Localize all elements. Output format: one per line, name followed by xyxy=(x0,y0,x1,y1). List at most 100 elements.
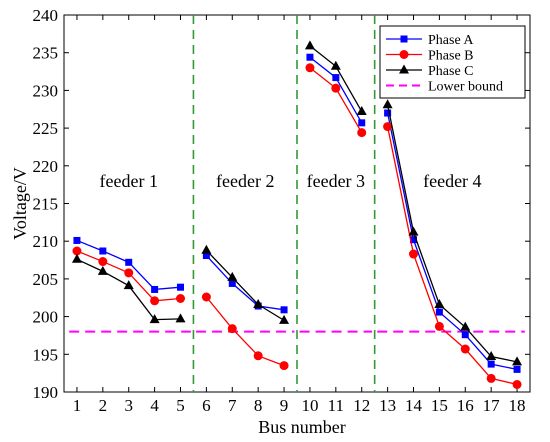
phase-a-point xyxy=(177,283,184,291)
phase-c-line xyxy=(386,104,518,363)
y-tick-label: 240 xyxy=(33,6,59,25)
phase-b-point xyxy=(227,324,237,334)
phase-b-point xyxy=(98,257,108,267)
phase-b-point xyxy=(383,122,393,132)
phase-b-line xyxy=(386,126,518,386)
y-tick-label: 225 xyxy=(33,119,59,138)
phase-a-point xyxy=(513,365,521,373)
phase-b-point xyxy=(124,268,134,278)
phase-c-point xyxy=(123,280,134,290)
x-tick-label: 17 xyxy=(483,396,501,415)
y-tick-label: 220 xyxy=(33,157,59,176)
phase-a-point xyxy=(280,306,288,314)
phase-b-point xyxy=(305,63,315,73)
legend-phase-b-label: Phase B xyxy=(428,49,474,64)
x-tick-label: 8 xyxy=(254,396,263,415)
x-tick-label: 6 xyxy=(202,396,211,415)
x-tick-label: 18 xyxy=(509,396,526,415)
x-tick-label: 15 xyxy=(431,396,448,415)
x-tick-label: 14 xyxy=(405,396,423,415)
phase-a-point xyxy=(410,236,417,244)
phase-a-point xyxy=(384,109,392,117)
phase-c-line xyxy=(205,249,285,321)
x-tick-label: 3 xyxy=(124,396,133,415)
phase-b-line xyxy=(205,296,285,367)
x-axis-title: Bus number xyxy=(258,417,346,437)
phase-c-point xyxy=(330,60,341,70)
phase-b-point xyxy=(331,83,341,93)
phase-c-point xyxy=(460,321,471,331)
phase-c-point xyxy=(304,40,315,50)
phase-a-line xyxy=(205,255,285,311)
phase-b-point xyxy=(201,292,211,302)
phase-b-point xyxy=(279,361,289,371)
x-tick-label: 7 xyxy=(228,396,237,415)
phase-a-point xyxy=(151,285,159,293)
phase-c-point xyxy=(512,356,523,366)
phase-b-point xyxy=(150,296,160,306)
phase-a-point xyxy=(306,53,314,61)
y-tick-label: 200 xyxy=(33,308,59,327)
phase-c-point xyxy=(382,99,393,109)
x-tick-label: 11 xyxy=(328,396,344,415)
phase-a-point xyxy=(99,247,107,255)
x-tick-label: 9 xyxy=(280,396,289,415)
feeder-label: feeder 4 xyxy=(423,171,481,191)
phase-b-point xyxy=(512,379,522,389)
phase-c-point xyxy=(97,265,108,275)
phase-a-point xyxy=(487,360,495,368)
feeder-label: feeder 2 xyxy=(216,171,274,191)
phase-a-point xyxy=(202,252,210,260)
phase-a-point xyxy=(73,236,81,244)
y-tick-label: 195 xyxy=(33,345,59,364)
x-tick-label: 10 xyxy=(301,396,318,415)
phase-c-point xyxy=(71,253,82,263)
phase-c-line xyxy=(76,258,181,321)
phase-c-point xyxy=(253,299,264,309)
phase-c-point xyxy=(149,314,160,324)
phase-c-point xyxy=(408,226,419,236)
phase-c-point xyxy=(279,314,290,324)
phase-c-point xyxy=(356,106,367,116)
phase-a-line xyxy=(386,112,518,371)
y-tick-label: 210 xyxy=(33,232,59,251)
phase-a-point xyxy=(332,74,340,82)
phase-a-point xyxy=(461,331,469,339)
phase-b-point xyxy=(434,321,444,331)
phase-c-point xyxy=(175,313,186,323)
phase-a-point xyxy=(228,279,236,287)
phase-c-point xyxy=(227,271,238,281)
phase-b-point xyxy=(176,294,185,304)
y-tick-label: 190 xyxy=(33,383,59,402)
feeder-label: feeder 3 xyxy=(307,171,365,191)
legend-phase-c-marker xyxy=(399,64,409,74)
x-tick-label: 13 xyxy=(379,396,396,415)
x-tick-label: 5 xyxy=(176,396,185,415)
y-tick-label: 205 xyxy=(33,270,59,289)
phase-c-point xyxy=(486,351,497,361)
x-tick-label: 1 xyxy=(73,396,82,415)
phase-c-point xyxy=(434,299,445,309)
y-axis-title: Voltage/V xyxy=(10,167,30,240)
x-tick-label: 12 xyxy=(353,396,370,415)
phase-a-point xyxy=(358,119,366,127)
y-tick-label: 215 xyxy=(33,195,59,214)
legend-phase-b-marker xyxy=(399,50,409,59)
x-tick-label: 2 xyxy=(99,396,108,415)
y-tick-label: 230 xyxy=(33,81,59,100)
legend-phase-a-label: Phase A xyxy=(428,33,474,48)
phase-b-point xyxy=(72,246,82,256)
y-tick-label: 235 xyxy=(33,44,59,63)
phase-b-point xyxy=(409,249,418,259)
phase-b-point xyxy=(460,344,470,354)
phase-a-point xyxy=(435,308,443,316)
phase-b-point xyxy=(486,373,496,383)
phase-b-point xyxy=(253,351,263,361)
feeder-label: feeder 1 xyxy=(99,171,157,191)
phase-a-point xyxy=(125,258,133,266)
x-tick-label: 4 xyxy=(150,396,159,415)
legend-phase-a-marker xyxy=(400,35,408,43)
phase-b-point xyxy=(357,128,367,138)
legend-lower-bound-label: Lower bound xyxy=(428,80,503,95)
